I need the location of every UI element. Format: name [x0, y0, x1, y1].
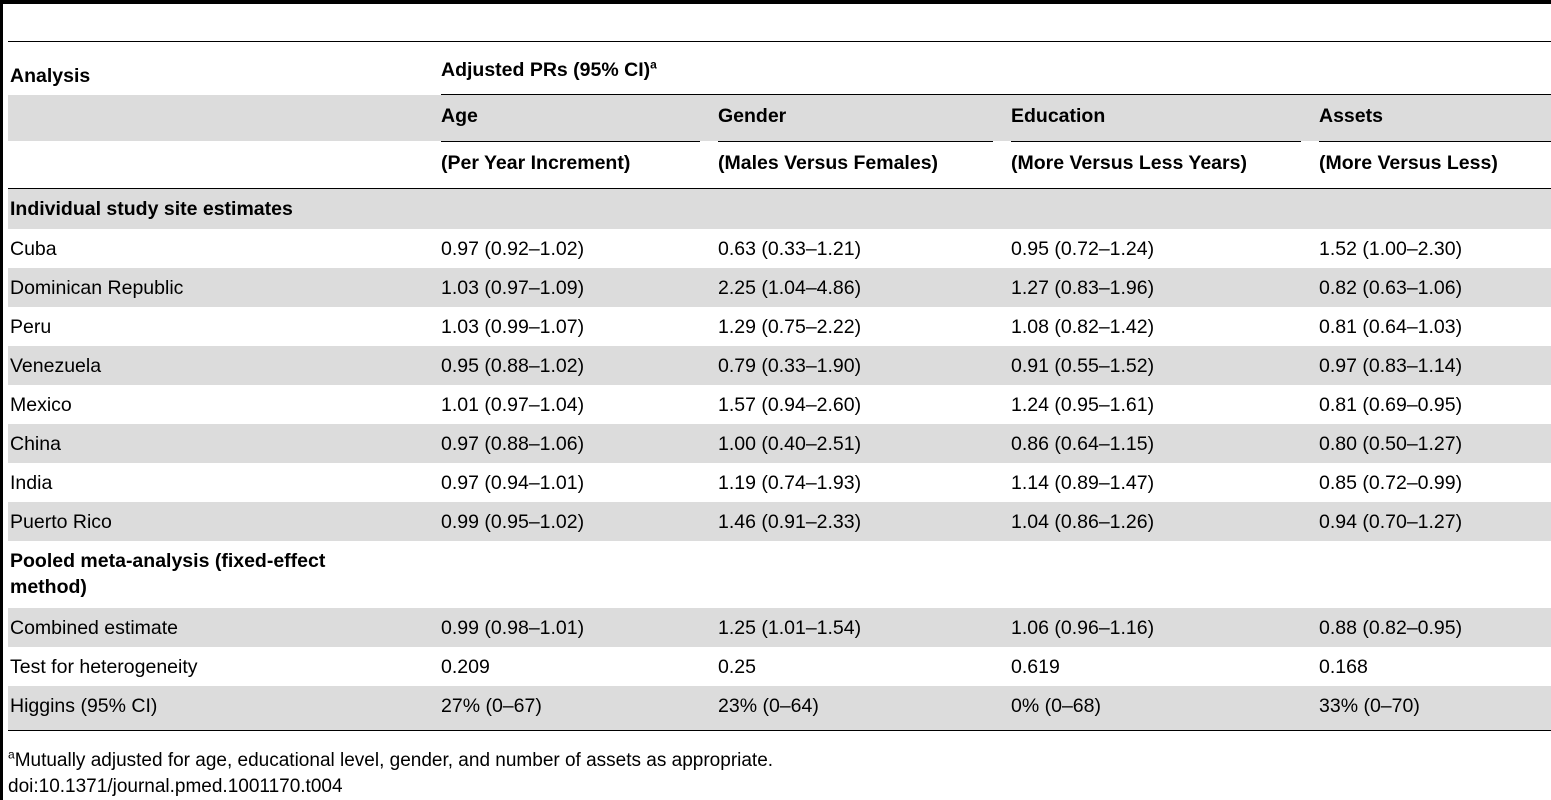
col-subheader-age: (Per Year Increment) [441, 152, 631, 174]
gender-underline [718, 141, 993, 142]
cell-assets: 1.52 (1.00–2.30) [1319, 238, 1463, 260]
cell-gender: 23% (0–64) [718, 695, 819, 717]
row-label: Venezuela [10, 355, 102, 377]
cell-age: 0.99 (0.95–1.02) [441, 511, 585, 533]
row-label: China [10, 433, 61, 455]
table-bottom-rule [8, 730, 1551, 731]
cell-gender: 1.00 (0.40–2.51) [718, 433, 862, 455]
row-label: India [10, 472, 53, 494]
table-row: Mexico 1.01 (0.97–1.04) 1.57 (0.94–2.60)… [8, 385, 1551, 424]
doi-text: doi:10.1371/journal.pmed.1001170.t004 [8, 776, 343, 797]
cell-education: 1.04 (0.86–1.26) [1011, 511, 1155, 533]
section-title-pooled-line1: Pooled meta-analysis (fixed-effect [10, 550, 326, 572]
table-row: Peru 1.03 (0.99–1.07) 1.29 (0.75–2.22) 1… [8, 307, 1551, 346]
table-row: Cuba 0.97 (0.92–1.02) 0.63 (0.33–1.21) 0… [8, 229, 1551, 268]
col-subheader-gender: (Males Versus Females) [718, 152, 939, 174]
table-row: India 0.97 (0.94–1.01) 1.19 (0.74–1.93) … [8, 463, 1551, 502]
cell-gender: 1.46 (0.91–2.33) [718, 511, 862, 533]
cell-education: 0.86 (0.64–1.15) [1011, 433, 1155, 455]
row-label: Cuba [10, 238, 57, 260]
table-row: Test for heterogeneity 0.209 0.25 0.619 … [8, 647, 1551, 686]
group-underline [441, 94, 1551, 95]
cell-education: 1.08 (0.82–1.42) [1011, 316, 1155, 338]
top-rule [0, 0, 1551, 4]
cell-education: 0% (0–68) [1011, 695, 1101, 717]
left-border [0, 0, 3, 800]
footnote: aMutually adjusted for age, educational … [8, 749, 773, 773]
cell-education: 1.27 (0.83–1.96) [1011, 277, 1155, 299]
cell-age: 0.209 [441, 656, 490, 678]
table-row: Higgins (95% CI) 27% (0–67) 23% (0–64) 0… [8, 686, 1551, 730]
col-header-gender: Gender [718, 105, 787, 127]
cell-assets: 0.80 (0.50–1.27) [1319, 433, 1463, 455]
cell-assets: 0.81 (0.69–0.95) [1319, 394, 1463, 416]
assets-underline [1319, 141, 1551, 142]
cell-age: 0.97 (0.94–1.01) [441, 472, 585, 494]
cell-gender: 0.79 (0.33–1.90) [718, 355, 862, 377]
cell-assets: 0.94 (0.70–1.27) [1319, 511, 1463, 533]
footnote-sup: a [8, 747, 15, 762]
cell-gender: 1.57 (0.94–2.60) [718, 394, 862, 416]
col-subheader-education: (More Versus Less Years) [1011, 152, 1247, 174]
cell-education: 0.619 [1011, 656, 1060, 678]
header-analysis: Analysis [10, 65, 91, 87]
table-row: Venezuela 0.95 (0.88–1.02) 0.79 (0.33–1.… [8, 346, 1551, 385]
education-underline [1011, 141, 1301, 142]
header-row-subtitles: (Per Year Increment) (Males Versus Femal… [8, 142, 1551, 188]
col-header-age: Age [441, 105, 478, 127]
col-header-education: Education [1011, 105, 1106, 127]
cell-education: 0.91 (0.55–1.52) [1011, 355, 1155, 377]
row-label: Combined estimate [10, 617, 178, 639]
section-title-individual: Individual study site estimates [10, 198, 293, 220]
cell-assets: 0.97 (0.83–1.14) [1319, 355, 1463, 377]
table-row: Combined estimate 0.99 (0.98–1.01) 1.25 … [8, 608, 1551, 647]
cell-assets: 0.81 (0.64–1.03) [1319, 316, 1463, 338]
col-subheader-assets: (More Versus Less) [1319, 152, 1498, 174]
cell-education: 1.06 (0.96–1.16) [1011, 617, 1155, 639]
cell-gender: 0.25 [718, 656, 756, 678]
cell-gender: 2.25 (1.04–4.86) [718, 277, 862, 299]
age-underline [441, 141, 700, 142]
row-label: Higgins (95% CI) [10, 695, 158, 717]
row-label: Mexico [10, 394, 72, 416]
row-label: Puerto Rico [10, 511, 112, 533]
cell-gender: 1.25 (1.01–1.54) [718, 617, 862, 639]
footnote-text: Mutually adjusted for age, educational l… [14, 750, 774, 771]
section-header: Pooled meta-analysis (fixed-effect metho… [8, 541, 1551, 608]
col-header-assets: Assets [1319, 105, 1383, 127]
row-label: Dominican Republic [10, 277, 184, 299]
cell-education: 0.95 (0.72–1.24) [1011, 238, 1155, 260]
cell-assets: 0.88 (0.82–0.95) [1319, 617, 1463, 639]
cell-assets: 0.85 (0.72–0.99) [1319, 472, 1463, 494]
footnote-marker: a [650, 57, 657, 72]
cell-gender: 1.29 (0.75–2.22) [718, 316, 862, 338]
table-top-rule [8, 41, 1551, 42]
cell-age: 1.03 (0.97–1.09) [441, 277, 585, 299]
header-row-names: Age Gender Education Assets [8, 95, 1551, 141]
table-row: Puerto Rico 0.99 (0.95–1.02) 1.46 (0.91–… [8, 502, 1551, 541]
cell-age: 0.97 (0.88–1.06) [441, 433, 585, 455]
cell-age: 0.95 (0.88–1.02) [441, 355, 585, 377]
cell-education: 1.14 (0.89–1.47) [1011, 472, 1155, 494]
header-bottom-rule [8, 188, 1551, 189]
header-row-group: Analysis Adjusted PRs (95% CI)a [8, 42, 1551, 95]
cell-assets: 33% (0–70) [1319, 695, 1420, 717]
cell-education: 1.24 (0.95–1.61) [1011, 394, 1155, 416]
cell-assets: 0.82 (0.63–1.06) [1319, 277, 1463, 299]
row-label: Test for heterogeneity [10, 656, 198, 678]
table-row: Dominican Republic 1.03 (0.97–1.09) 2.25… [8, 268, 1551, 307]
row-label: Peru [10, 316, 52, 338]
table-row: China 0.97 (0.88–1.06) 1.00 (0.40–2.51) … [8, 424, 1551, 463]
cell-age: 1.03 (0.99–1.07) [441, 316, 585, 338]
cell-age: 0.97 (0.92–1.02) [441, 238, 585, 260]
cell-age: 0.99 (0.98–1.01) [441, 617, 585, 639]
cell-gender: 1.19 (0.74–1.93) [718, 472, 862, 494]
section-header: Individual study site estimates [8, 189, 1551, 229]
cell-age: 1.01 (0.97–1.04) [441, 394, 585, 416]
cell-assets: 0.168 [1319, 656, 1368, 678]
cell-age: 27% (0–67) [441, 695, 542, 717]
section-title-pooled-line2: method) [10, 576, 87, 598]
cell-gender: 0.63 (0.33–1.21) [718, 238, 862, 260]
header-adjusted-prs: Adjusted PRs (95% CI)a [441, 57, 657, 82]
